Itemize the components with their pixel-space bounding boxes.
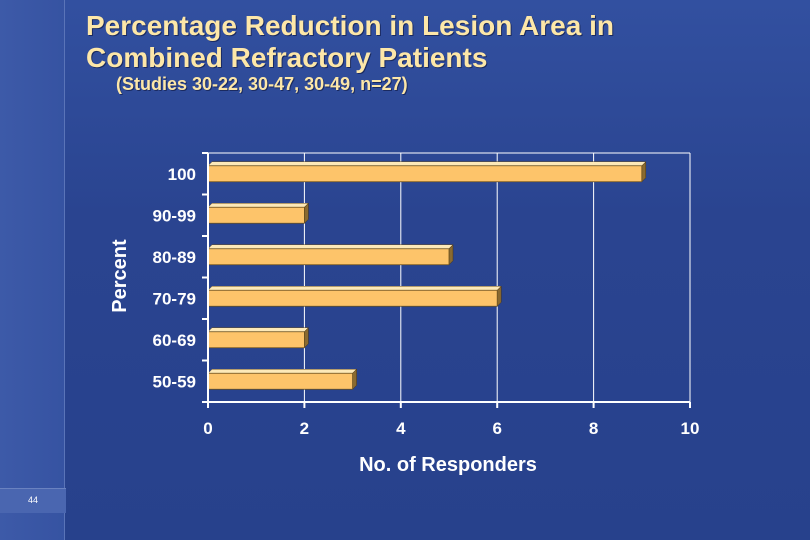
y-category-label: 50-59 <box>153 372 196 391</box>
bar <box>207 248 450 266</box>
bar <box>207 289 498 307</box>
left-band-divider <box>64 0 65 540</box>
chart-axes <box>202 152 691 408</box>
y-category-label: 90-99 <box>153 206 196 225</box>
x-tick-label: 8 <box>589 419 598 438</box>
slide-number: 44 <box>28 495 39 505</box>
y-category-label: 100 <box>168 165 196 184</box>
bar-top-face <box>207 244 454 249</box>
bar <box>207 331 305 349</box>
chart-gridlines <box>208 152 691 402</box>
slide-title-line2: Combined Refractory Patients <box>86 42 488 73</box>
bar-top-face <box>207 203 310 208</box>
x-tick-label: 4 <box>396 419 406 438</box>
bar <box>207 165 643 183</box>
y-category-label: 60-69 <box>153 331 196 350</box>
slide-title: Percentage Reduction in Lesion Area in C… <box>86 10 614 74</box>
chart-labels: 0 2 4 6 8 10 100 90-99 80-89 70-79 60-69 50-59 <box>153 165 700 438</box>
slide-number-box <box>0 488 66 513</box>
bar-top-face <box>207 369 358 374</box>
x-axis-title: No. of Responders <box>359 454 537 476</box>
y-axis-title: Percent <box>109 239 131 313</box>
bar-top-face <box>207 161 647 166</box>
slide-title-line1: Percentage Reduction in Lesion Area in <box>86 10 614 41</box>
x-tick-label: 6 <box>492 419 501 438</box>
x-tick-label: 0 <box>203 419 212 438</box>
y-category-label: 70-79 <box>153 289 196 308</box>
bar <box>207 372 354 390</box>
left-decorative-band <box>0 0 64 540</box>
y-category-label: 80-89 <box>153 248 196 267</box>
slide-subtitle: (Studies 30-22, 30-47, 30-49, n=27) <box>116 74 408 94</box>
x-tick-label: 2 <box>300 419 309 438</box>
bar <box>207 206 305 224</box>
chart-bars <box>207 161 647 390</box>
bar-top-face <box>207 286 502 291</box>
bar-top-face <box>207 327 310 332</box>
x-tick-label: 10 <box>681 419 700 438</box>
